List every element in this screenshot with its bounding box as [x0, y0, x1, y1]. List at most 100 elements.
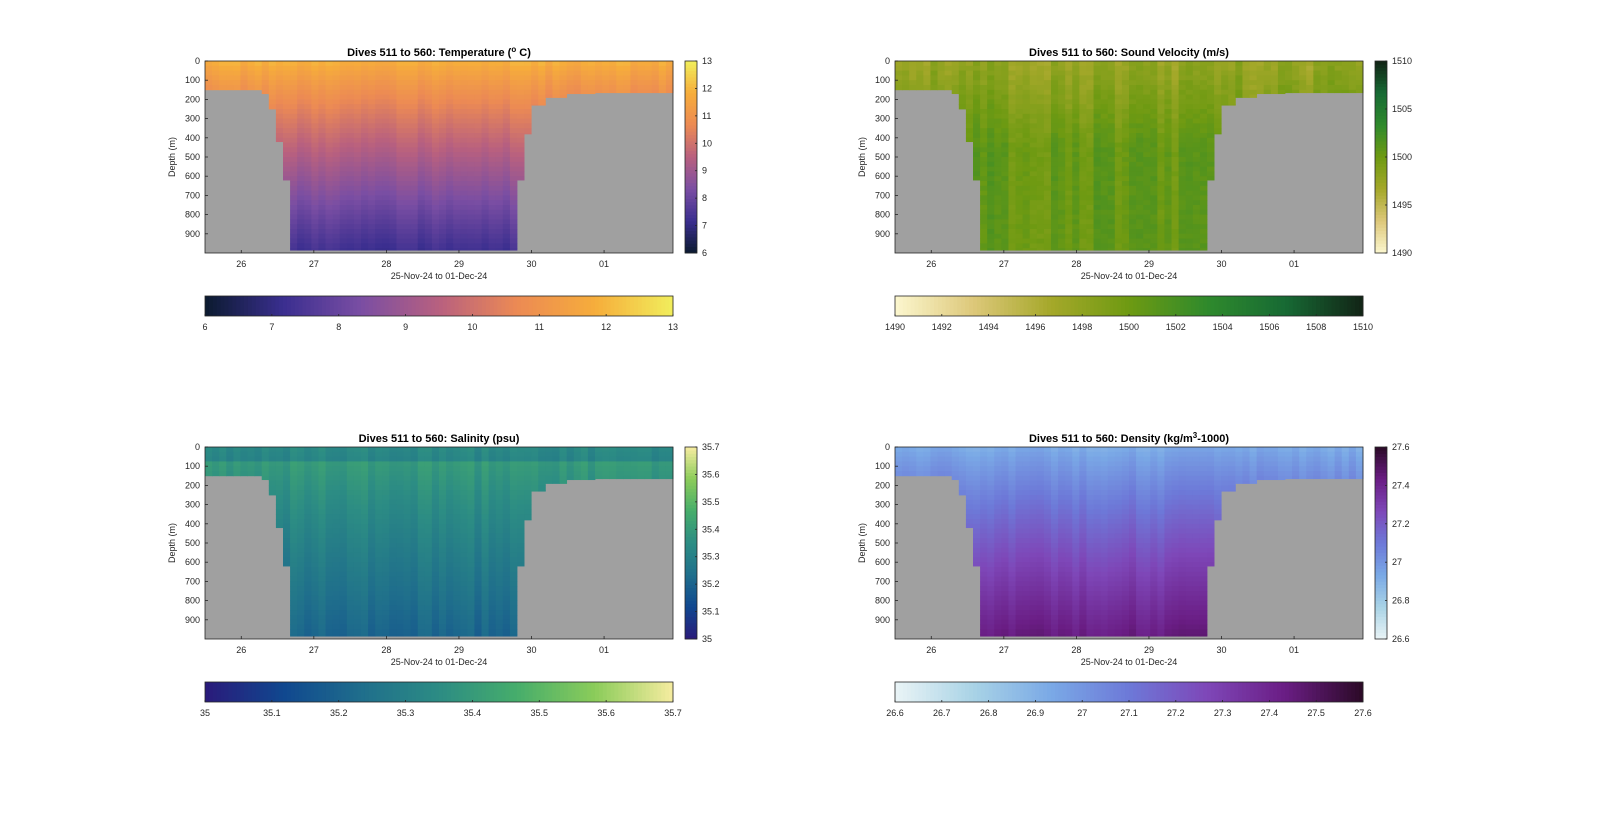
- heatmap-cell: [1022, 80, 1031, 86]
- heatmap-cell: [283, 475, 291, 481]
- heatmap-cell: [410, 233, 419, 239]
- heatmap-cell: [1143, 200, 1151, 206]
- heatmap-cell: [1015, 190, 1024, 196]
- heatmap-cell: [1150, 109, 1158, 115]
- heatmap-cell: [453, 447, 461, 453]
- heatmap-cell: [247, 447, 256, 453]
- heatmap-cell: [325, 543, 334, 549]
- heatmap-cell: [1207, 113, 1215, 119]
- heatmap-cell: [460, 475, 468, 481]
- heatmap-cell: [297, 219, 305, 225]
- colorbar-segment: [895, 296, 900, 316]
- heatmap-cell: [495, 147, 504, 153]
- heatmap-cell: [1355, 75, 1364, 81]
- heatmap-cell: [1348, 75, 1357, 81]
- heatmap-cell: [254, 65, 263, 71]
- heatmap-cell: [325, 547, 334, 553]
- heatmap-cell: [382, 499, 390, 505]
- heatmap-cell: [474, 490, 482, 496]
- heatmap-cell: [467, 557, 475, 563]
- heatmap-cell: [353, 238, 362, 244]
- heatmap-cell: [1171, 248, 1180, 251]
- heatmap-cell: [1065, 65, 1073, 71]
- heatmap-cell: [361, 576, 369, 582]
- heatmap-cell: [424, 219, 433, 225]
- heatmap-cell: [396, 157, 404, 163]
- heatmap-cell: [410, 205, 419, 211]
- colorbar-segment: [275, 296, 280, 316]
- heatmap-cell: [346, 109, 355, 115]
- heatmap-cell: [1093, 80, 1102, 86]
- colorbar-segment: [1292, 296, 1298, 316]
- heatmap-cell: [460, 567, 468, 573]
- heatmap-cell: [1164, 161, 1172, 167]
- heatmap-cell: [332, 581, 341, 587]
- heatmap-cell: [304, 610, 312, 616]
- heatmap-cell: [1093, 65, 1102, 71]
- heatmap-cell: [1129, 243, 1137, 249]
- colorbar-segment: [505, 296, 510, 316]
- heatmap-cell: [488, 509, 497, 515]
- heatmap-cell: [439, 205, 447, 211]
- heatmap-cell: [1157, 176, 1165, 182]
- heatmap-cell: [1043, 200, 1052, 206]
- heatmap-cell: [1207, 137, 1215, 143]
- heatmap-cell: [424, 80, 433, 86]
- heatmap-cell: [488, 533, 497, 539]
- colorbar-segment: [1375, 83, 1387, 87]
- heatmap-cell: [495, 495, 504, 501]
- colorbar-segment: [1347, 296, 1352, 316]
- heatmap-cell: [1277, 80, 1286, 86]
- heatmap-cell: [446, 634, 454, 637]
- heatmap-cell: [488, 557, 497, 563]
- heatmap-cell: [368, 248, 376, 251]
- heatmap-cell: [909, 85, 917, 91]
- heatmap-cell: [1001, 200, 1009, 206]
- heatmap-cell: [460, 552, 468, 558]
- heatmap-cell: [304, 123, 312, 129]
- heatmap-cell: [339, 576, 348, 582]
- heatmap-cell: [552, 80, 560, 86]
- heatmap-cell: [1327, 61, 1336, 67]
- heatmap-cell: [346, 543, 355, 549]
- heatmap-cell: [460, 205, 468, 211]
- colorbar-tick-label: 1494: [979, 322, 999, 332]
- heatmap-cell: [460, 514, 468, 520]
- heatmap-cell: [403, 629, 412, 635]
- heatmap-cell: [1001, 161, 1009, 167]
- heatmap-cell: [297, 118, 305, 124]
- colorbar-segment: [427, 296, 432, 316]
- heatmap-cell: [297, 466, 305, 472]
- heatmap-cell: [446, 557, 454, 563]
- colorbar-segment: [442, 296, 448, 316]
- heatmap-cell: [651, 61, 660, 67]
- heatmap-cell: [339, 238, 348, 244]
- heatmap-cell: [304, 600, 312, 606]
- heatmap-cell: [488, 514, 497, 520]
- heatmap-cell: [665, 80, 674, 86]
- heatmap-cell: [325, 104, 334, 110]
- heatmap-cell: [987, 200, 995, 206]
- heatmap-cell: [1029, 166, 1038, 172]
- heatmap-cell: [1001, 152, 1009, 158]
- heatmap-cell: [297, 557, 305, 563]
- heatmap-cell: [339, 466, 348, 472]
- heatmap-cell: [1058, 238, 1066, 244]
- heatmap-cell: [1015, 118, 1024, 124]
- heatmap-cell: [965, 137, 974, 143]
- heatmap-cell: [474, 219, 482, 225]
- colorbar-segment: [1312, 296, 1317, 316]
- colorbar-segment: [685, 182, 697, 187]
- heatmap-cell: [1036, 161, 1045, 167]
- heatmap-cell: [424, 552, 433, 558]
- heatmap-cell: [923, 85, 931, 91]
- heatmap-cell: [538, 61, 546, 67]
- heatmap-cell: [1029, 99, 1038, 105]
- heatmap-cell: [1107, 190, 1116, 196]
- heatmap-cell: [481, 610, 490, 616]
- heatmap-cell: [410, 147, 419, 153]
- heatmap-cell: [396, 547, 404, 553]
- heatmap-cell: [460, 562, 468, 568]
- heatmap-cell: [481, 538, 490, 544]
